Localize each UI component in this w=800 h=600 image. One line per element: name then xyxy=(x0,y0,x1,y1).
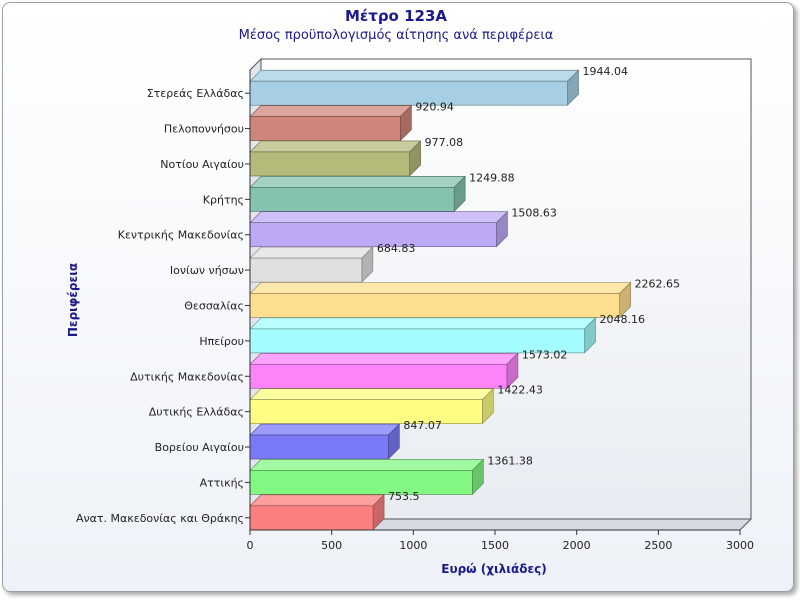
bar-top-face xyxy=(249,494,385,507)
x-tick-label: 0 xyxy=(247,539,254,552)
bar: 1944.04 xyxy=(249,65,629,106)
bar-front-face xyxy=(249,293,620,318)
x-axis: 0 500 1000 1500 2000 2500 3000 xyxy=(247,70,754,552)
x-tick-label: 500 xyxy=(321,539,342,552)
bar-front-face xyxy=(249,151,410,177)
bar-front-face xyxy=(249,399,483,424)
y-axis-title: Περιφέρεια xyxy=(66,263,80,337)
category-label: Ιονίων νήσων xyxy=(170,264,244,277)
bar-value-label: 2048.16 xyxy=(600,313,646,326)
bar: 2048.16 xyxy=(249,313,646,354)
bar-front-face xyxy=(249,328,585,354)
category-label: Νοτίου Αιγαίου xyxy=(160,158,244,171)
x-tick-label: 2500 xyxy=(644,539,672,552)
x-tick-label: 1500 xyxy=(481,539,509,552)
bar-front-face xyxy=(249,434,389,460)
bar-top-face xyxy=(249,69,580,82)
bar-front-face xyxy=(249,187,455,212)
bar: 753.5 xyxy=(249,490,420,531)
bar: 1508.63 xyxy=(249,207,557,248)
bar-front-face xyxy=(249,80,568,106)
bar: 1361.38 xyxy=(249,454,533,496)
bar: 2262.65 xyxy=(249,278,681,319)
bar-front-face xyxy=(249,116,401,141)
bar-front-face xyxy=(249,257,363,283)
bar: 1573.02 xyxy=(249,348,568,389)
bar-value-label: 920.94 xyxy=(415,101,454,114)
bar-value-label: 847.07 xyxy=(403,419,442,432)
bar-value-label: 1249.88 xyxy=(469,171,515,184)
x-tick-label: 2000 xyxy=(563,539,591,552)
bar-front-face xyxy=(249,363,508,389)
bars: 1944.04 920.94 977.08 1249.88 1508.63 684.83 2… xyxy=(249,65,681,531)
bar-top-face xyxy=(249,211,509,224)
category-label: Κεντρικής Μακεδονίας xyxy=(118,229,244,242)
category-label: Στερεάς Ελλάδας xyxy=(147,87,244,100)
category-label: Πελοποννήσου xyxy=(164,123,244,136)
bar-top-face xyxy=(249,352,519,365)
x-tick-label: 3000 xyxy=(726,539,754,552)
category-label: Δυτικής Ελλάδας xyxy=(149,406,244,419)
bar-value-label: 977.08 xyxy=(425,136,464,149)
bar-top-face xyxy=(249,140,422,153)
bar-top-face xyxy=(249,423,401,436)
bar-front-face xyxy=(249,222,497,248)
bar-top-face xyxy=(249,246,374,259)
bar-value-label: 1508.63 xyxy=(511,207,556,220)
bar: 684.83 xyxy=(249,242,416,283)
bar-top-face xyxy=(249,388,495,400)
bar-top-face xyxy=(249,317,597,330)
bar-top-face xyxy=(249,105,413,117)
bar: 1422.43 xyxy=(249,384,543,425)
bar-value-label: 1573.02 xyxy=(522,348,568,361)
category-label: Θεσσαλίας xyxy=(184,300,244,313)
chart-title: Μέτρο 123Α xyxy=(345,7,447,25)
category-label: Δυτικής Μακεδονίας xyxy=(130,370,244,383)
bar-front-face xyxy=(249,505,374,531)
x-axis-title: Ευρώ (χιλιάδες) xyxy=(441,562,546,576)
bar: 847.07 xyxy=(249,419,442,460)
bar: 977.08 xyxy=(249,136,464,177)
bar-top-face xyxy=(249,459,485,471)
category-label: Αττικής xyxy=(200,476,244,489)
bar-value-label: 753.5 xyxy=(388,490,420,503)
bar-top-face xyxy=(249,282,632,294)
bar-value-label: 684.83 xyxy=(377,242,416,255)
bar-front-face xyxy=(249,470,473,495)
bar-value-label: 1361.38 xyxy=(487,454,533,467)
bar-value-label: 1944.04 xyxy=(583,65,629,78)
bar-value-label: 1422.43 xyxy=(497,384,542,397)
bar-top-face xyxy=(249,176,466,188)
x-tick-label: 1000 xyxy=(399,539,427,552)
bar: 920.94 xyxy=(249,101,454,142)
category-label: Ηπείρου xyxy=(199,335,244,348)
category-label: Βορείου Αιγαίου xyxy=(155,441,244,454)
bar-value-label: 2262.65 xyxy=(635,278,681,291)
category-label: Ανατ. Μακεδονίας και Θράκης xyxy=(76,512,244,525)
category-label: Κρήτης xyxy=(203,193,244,206)
category-labels: Στερεάς Ελλάδας Πελοποννήσου Νοτίου Αιγαίο… xyxy=(76,87,250,525)
chart-subtitle: Μέσος προϋπολογισμός αίτησης ανά περιφέρ… xyxy=(239,28,554,43)
bar: 1249.88 xyxy=(249,171,515,213)
